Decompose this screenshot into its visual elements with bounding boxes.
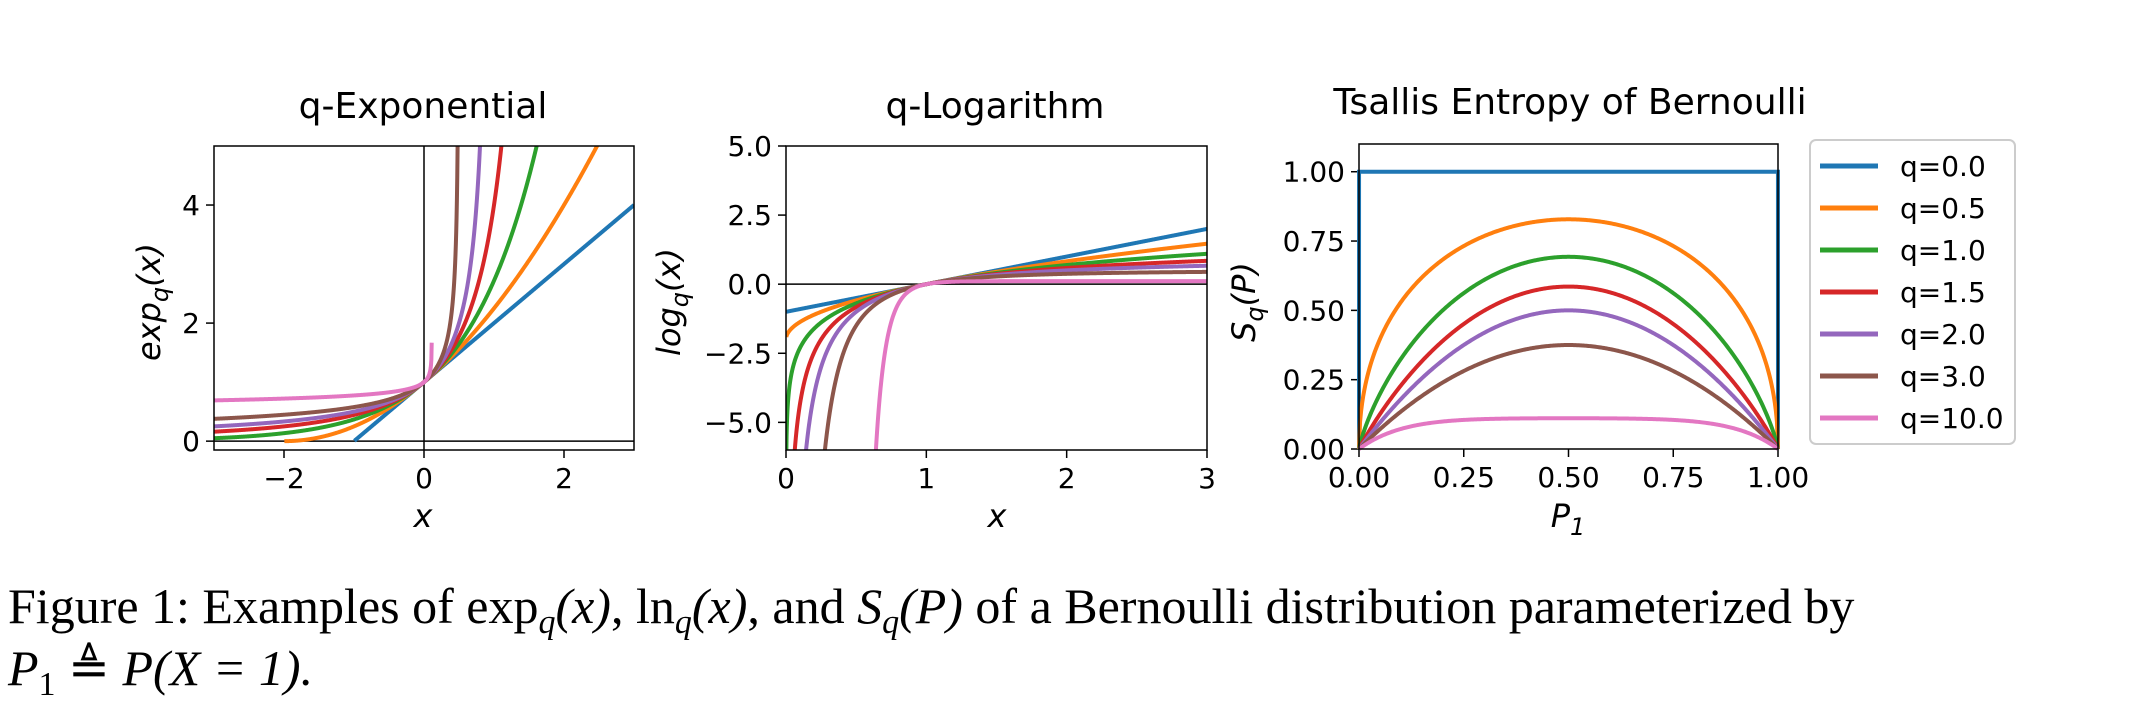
series-line-q-0.0 — [353, 203, 634, 443]
x-axis-label: P1 — [1551, 497, 1586, 541]
y-tick-label: 2 — [182, 307, 200, 340]
y-tick-label: 5.0 — [727, 130, 772, 163]
y-tick-label: 0.00 — [1283, 433, 1345, 466]
x-tick-label: 2 — [1058, 462, 1076, 495]
y-tick-label: 0.0 — [727, 268, 772, 301]
series-layer — [1357, 169, 1780, 451]
x-tick-label: 0.25 — [1433, 461, 1495, 494]
x-tick-label: −2 — [263, 462, 304, 495]
series-line-q-1.5 — [792, 258, 1207, 450]
tick-layer: −2 0 2 0 2 4 — [182, 146, 634, 495]
tick-layer: 0.00 0.25 0.50 0.75 1.00 1.00 0.75 0.50 0.25 0.00 — [1283, 156, 1810, 494]
legend-label: q=3.0 — [1900, 360, 1986, 393]
panel-title: q-Exponential — [299, 86, 548, 127]
caption-ln: lnq(x) — [635, 578, 748, 641]
legend-label: q=10.0 — [1900, 402, 2004, 435]
panel-title: q-Logarithm — [885, 86, 1104, 127]
caption-entropy: Sq(P) — [857, 578, 963, 641]
x-tick-label: 3 — [1198, 462, 1216, 495]
x-tick-label: 1 — [917, 462, 935, 495]
series-line-q-3.0 — [214, 146, 460, 421]
series-line-q-10.0 — [1357, 416, 1780, 451]
y-tick-label: 4 — [182, 189, 200, 222]
legend-label: q=1.5 — [1900, 276, 1986, 309]
x-tick-label: 1.00 — [1747, 461, 1809, 494]
legend-items: q=0.0 q=0.5 q=1.0 q=1.5 q=2.0 q=3.0 q=10.0 — [1820, 150, 2004, 435]
series-line-q-0.5 — [1357, 217, 1780, 450]
legend: q=0.0 q=0.5 q=1.0 q=1.5 q=2.0 q=3.0 q=10.0 — [1809, 139, 2016, 445]
caption-exp: expq(x) — [466, 578, 611, 641]
x-axis-label: x — [413, 497, 434, 535]
legend-box — [1809, 139, 2016, 445]
y-axis-label: logq(x) — [650, 248, 694, 356]
panel-q-exponential: q-Exponential expq(x) x −2 0 2 0 2 4 — [130, 86, 635, 535]
panel-title: Tsallis Entropy of Bernoulli — [1332, 82, 1806, 123]
series-line-q-2.0 — [1357, 308, 1780, 451]
caption-p1-def: P1 ≜ P(X = 1). — [8, 640, 314, 703]
series-line-q-1.5 — [1357, 284, 1780, 450]
x-tick-label: 2 — [555, 462, 573, 495]
panel-tsallis-entropy: Tsallis Entropy of Bernoulli Sq(P) P1 0.… — [1225, 82, 2016, 541]
figure-caption: Figure 1: Examples of expq(x), lnq(x), a… — [8, 578, 1855, 703]
figure-canvas: q-Exponential expq(x) x −2 0 2 0 2 4 q-Logari… — [130, 82, 2016, 541]
series-line-q-2.0 — [214, 116, 494, 426]
x-tick-label: 0.00 — [1328, 461, 1390, 494]
series-line-q-1.0 — [1357, 254, 1780, 450]
x-tick-label: 0 — [777, 462, 795, 495]
y-tick-label: −5.0 — [704, 406, 772, 439]
plot-frame — [1358, 143, 1779, 450]
panel-q-logarithm: q-Logarithm logq(x) x 0 1 2 3 5.0 2.5 0.0 −2.5 −… — [650, 86, 1216, 535]
y-tick-label: 0.50 — [1283, 294, 1345, 327]
x-tick-label: 0 — [415, 462, 433, 495]
series-line-q-3.0 — [822, 269, 1207, 450]
caption-tail: of a Bernoulli distribution parameterize… — [975, 578, 1855, 634]
plot-frame — [213, 145, 635, 451]
x-tick-label: 0.75 — [1642, 461, 1704, 494]
series-line-q-3.0 — [1357, 343, 1780, 451]
caption-lead: Figure 1: Examples of — [8, 578, 454, 634]
series-line-q-10.0 — [873, 279, 1207, 450]
x-axis-label: x — [987, 497, 1008, 535]
series-layer — [786, 226, 1207, 450]
legend-label: q=0.0 — [1900, 150, 1986, 183]
series-line-q-1.5 — [214, 116, 564, 431]
x-tick-label: 0.50 — [1537, 461, 1599, 494]
y-tick-label: 1.00 — [1283, 156, 1345, 189]
y-axis-label: Sq(P) — [1225, 262, 1269, 342]
tick-layer: 0 1 2 3 5.0 2.5 0.0 −2.5 −5.0 — [704, 130, 1216, 495]
legend-label: q=0.5 — [1900, 192, 1986, 225]
y-tick-label: 0 — [182, 425, 200, 458]
series-layer — [214, 116, 634, 443]
legend-label: q=1.0 — [1900, 234, 1986, 267]
y-tick-label: −2.5 — [704, 337, 772, 370]
y-tick-label: 0.75 — [1283, 225, 1345, 258]
legend-label: q=2.0 — [1900, 318, 1986, 351]
y-tick-label: 0.25 — [1283, 364, 1345, 397]
y-tick-label: 2.5 — [727, 199, 772, 232]
plot-frame — [785, 145, 1208, 451]
series-line-q-10.0 — [214, 342, 434, 403]
y-axis-label: expq(x) — [130, 243, 174, 361]
